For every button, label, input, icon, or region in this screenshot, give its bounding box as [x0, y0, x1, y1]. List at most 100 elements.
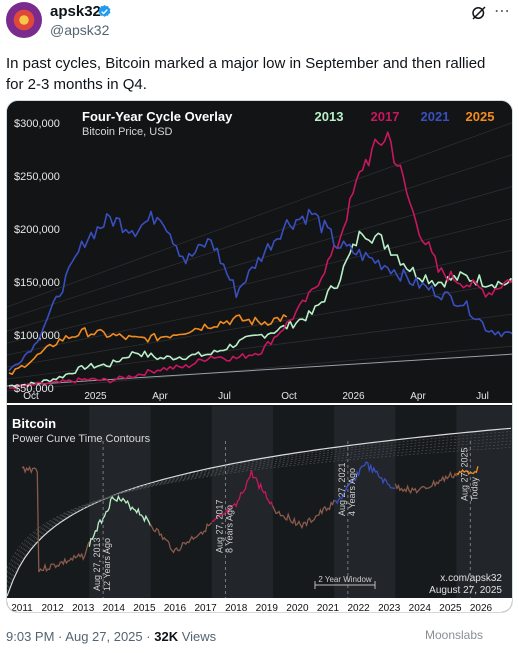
annotation-date: Aug 27, 2013	[92, 537, 102, 591]
power-curve	[7, 427, 512, 597]
legend-item: 2017	[371, 109, 400, 124]
series-line-2021	[8, 208, 512, 372]
bottom-x-tick-label: 2023	[378, 603, 401, 613]
annotation-label: Aug 27, 2017 8 Years Ago	[214, 499, 234, 553]
window-band	[334, 406, 396, 598]
bottom-x-tick-label: 2025	[439, 603, 462, 613]
top-chart-subtitle: Bitcoin Price, USD	[82, 126, 173, 138]
bottom-x-tick-label: 2022	[347, 603, 370, 613]
bottom-chart-subtitle: Power Curve Time Contours	[12, 433, 151, 445]
grid-line	[7, 313, 512, 380]
tweet-text-line1: In past cycles, Bitcoin marked a major l…	[6, 55, 486, 72]
y-tick-label: $100,000	[14, 330, 60, 342]
views-count[interactable]: 32K	[154, 629, 179, 644]
window-label: 2 Year Window	[318, 575, 372, 584]
y-tick-label: $50,000	[14, 383, 54, 395]
price-history-segment	[272, 499, 335, 530]
power-curve	[7, 447, 512, 569]
y-tick-label: $250,000	[14, 171, 60, 183]
series-line-2025	[8, 314, 288, 376]
avatar[interactable]	[6, 2, 42, 38]
annotation-label: Aug 27, 2013 12 Years Ago	[92, 537, 112, 591]
bottom-axis-bg	[7, 598, 512, 612]
x-tick-label: Oct	[23, 391, 39, 402]
annotation-label: Aug 27, 2025 Today	[459, 447, 479, 501]
tweet-text: In past cycles, Bitcoin marked a major l…	[6, 53, 511, 95]
x-tick-label: 2025	[84, 391, 107, 402]
top-chart-title: Four-Year Cycle Overlay	[82, 109, 233, 124]
bottom-x-tick-label: 2016	[164, 603, 187, 613]
annotation-age: Today	[469, 476, 479, 501]
author-name[interactable]: apsk32	[50, 3, 101, 20]
grid-line	[7, 122, 512, 308]
power-curve	[7, 434, 512, 587]
x-tick-label: Apr	[410, 391, 426, 402]
annotation-date: Aug 27, 2017	[214, 499, 224, 553]
separator: ·	[58, 629, 63, 644]
grid-line	[7, 154, 512, 320]
bottom-x-tick-label: 2012	[41, 603, 64, 613]
price-history-segment	[333, 461, 396, 505]
window-band	[456, 406, 512, 598]
more-icon[interactable]: ⋯	[494, 3, 511, 20]
bottom-x-tick-label: 2011	[11, 603, 33, 613]
price-history-segment	[88, 494, 152, 547]
top-panel-bg	[7, 101, 512, 401]
bottom-x-tick-label: 2018	[225, 603, 248, 613]
annotation-label: Aug 27, 2021 4 Years Ago	[337, 462, 357, 516]
annotation-age: 8 Years Ago	[224, 505, 234, 553]
y-tick-label: $150,000	[14, 277, 60, 289]
price-history-segment	[456, 466, 479, 476]
power-curve	[7, 440, 512, 578]
series-line-2013	[8, 230, 512, 388]
y-tick-label: $200,000	[14, 224, 60, 236]
price-history-segment	[21, 465, 90, 573]
legend-item: 2025	[466, 109, 495, 124]
bottom-x-tick-label: 2020	[286, 603, 309, 613]
bottom-chart-title: Bitcoin	[12, 416, 56, 431]
bottom-x-tick-label: 2017	[194, 603, 217, 613]
tweet-time[interactable]: 9:03 PM	[6, 629, 55, 644]
tweet-media[interactable]: Four-Year Cycle Overlay Bitcoin Price, U…	[6, 100, 513, 613]
grok-icon[interactable]	[470, 4, 488, 22]
bottom-x-tick-label: 2013	[72, 603, 95, 613]
bottom-x-tick-label: 2021	[317, 603, 340, 613]
x-tick-label: Apr	[152, 391, 168, 402]
annotation-date: Aug 27, 2025	[459, 447, 469, 501]
grid-line	[7, 186, 512, 332]
x-tick-label: Jul	[218, 391, 231, 402]
verified-icon	[98, 4, 111, 17]
x-tick-label: Jul	[476, 391, 489, 402]
y-tick-label: $300,000	[14, 118, 60, 130]
watermark: Moonslabs	[425, 628, 484, 642]
bottom-x-tick-label: 2015	[133, 603, 156, 613]
grid-line	[7, 250, 512, 356]
annotation-age: 4 Years Ago	[347, 468, 357, 516]
x-tick-label: Oct	[281, 391, 297, 402]
tweet-date[interactable]: Aug 27, 2025	[65, 629, 143, 644]
tweet-text-line2: for 2-3 months in Q4.	[6, 76, 147, 93]
annotation-age: 12 Years Ago	[102, 538, 112, 591]
grid-line	[7, 345, 512, 392]
tweet-header: apsk32 @apsk32 ⋯	[0, 0, 519, 44]
window-band	[211, 406, 273, 598]
x-tick-label: 2026	[342, 391, 365, 402]
power-curve	[7, 443, 512, 573]
grid-line	[7, 218, 512, 344]
bottom-x-tick-label: 2026	[470, 603, 493, 613]
bottom-x-tick-label: 2014	[103, 603, 126, 613]
bottom-x-tick-label: 2019	[256, 603, 279, 613]
chart-svg: Four-Year Cycle Overlay Bitcoin Price, U…	[7, 101, 512, 613]
power-curve	[7, 431, 512, 592]
author-handle[interactable]: @apsk32	[50, 22, 110, 38]
series-line-2017	[9, 131, 512, 390]
views-label: Views	[181, 629, 217, 644]
price-history-segment	[211, 469, 274, 523]
bottom-x-tick-label: 2024	[409, 603, 432, 613]
power-curve	[7, 437, 512, 583]
separator: ·	[146, 629, 151, 644]
credit-line2: August 27, 2025	[429, 585, 502, 596]
legend-item: 2013	[315, 109, 344, 124]
price-history-segment	[394, 470, 458, 495]
credit-line1: x.com/apsk32	[440, 573, 502, 584]
